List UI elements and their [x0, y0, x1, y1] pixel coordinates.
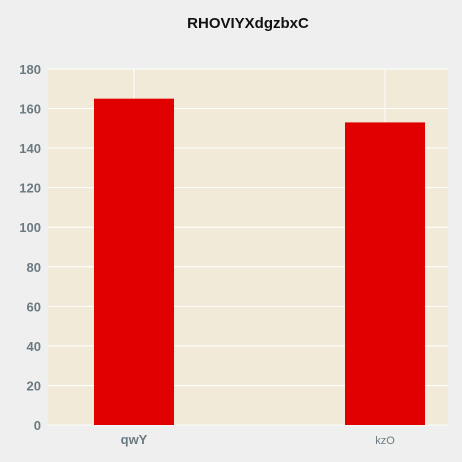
y-tick-label: 140 [19, 141, 41, 156]
bars [94, 98, 425, 426]
y-tick-label: 160 [19, 102, 41, 117]
y-tick-label: 20 [27, 378, 41, 393]
y-tick-label: 80 [27, 260, 41, 275]
x-tick-label: qwY [121, 432, 148, 447]
x-tick-label: kzO [375, 435, 395, 447]
x-axis-ticks: qwY kzO [121, 432, 396, 447]
y-tick-label: 180 [19, 62, 41, 77]
y-tick-label: 0 [34, 418, 41, 433]
y-tick-label: 120 [19, 181, 41, 196]
y-axis-ticks: 0 20 40 60 80 100 120 140 160 180 [19, 62, 41, 433]
bar-qwY [94, 98, 174, 426]
y-tick-label: 60 [27, 299, 41, 314]
y-tick-label: 40 [27, 339, 41, 354]
y-tick-label: 100 [19, 220, 41, 235]
chart-title: RHOVIYXdgzbxC [187, 15, 309, 32]
bar-kzO [345, 122, 425, 426]
